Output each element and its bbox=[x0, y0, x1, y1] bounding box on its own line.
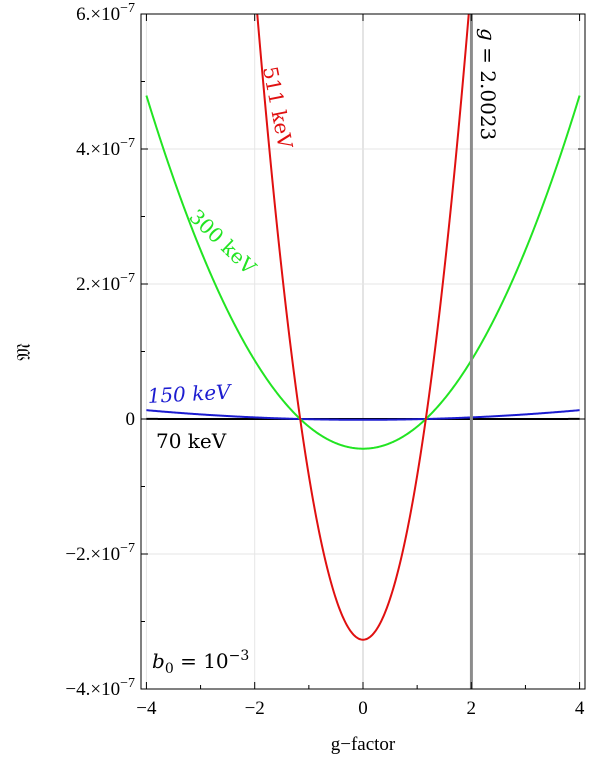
x-tick-label: −4 bbox=[136, 698, 157, 719]
y-tick-label: 4.×10−7 bbox=[76, 136, 135, 160]
y-tick-label: −4.×10−7 bbox=[65, 676, 135, 700]
y-tick-label: −2.×10−7 bbox=[65, 541, 135, 565]
series-label: 150 keV bbox=[147, 380, 234, 408]
series-layer bbox=[145, 14, 581, 641]
y-tick-label: 0 bbox=[126, 409, 136, 430]
labels: −4 −2 0 2 4 6.×10−7 4.×10−7 2.×10−7 0 −2.×10−7 −4.… bbox=[14, 1, 585, 755]
reference-line-label: g = 2.0023 bbox=[476, 28, 500, 140]
x-axis-title: g−factor bbox=[331, 734, 396, 755]
b0-annotation: b0 = 10−3 bbox=[152, 648, 249, 677]
x-tick-label: 2 bbox=[467, 698, 477, 719]
series-line bbox=[145, 95, 581, 450]
y-tick-label: 6.×10−7 bbox=[76, 1, 135, 25]
axis-ticks bbox=[141, 13, 585, 690]
series-label: 70 keV bbox=[156, 429, 227, 453]
x-tick-label: −2 bbox=[245, 698, 265, 719]
series-line bbox=[256, 14, 470, 641]
series-label: 300 keV bbox=[185, 204, 262, 279]
series-line bbox=[146, 409, 580, 421]
x-tick-label: 4 bbox=[575, 698, 585, 719]
y-tick-label: 2.×10−7 bbox=[76, 271, 135, 295]
grid bbox=[141, 13, 585, 690]
x-tick-label: 0 bbox=[358, 698, 368, 719]
y-axis-title: 𝔐 bbox=[14, 343, 35, 361]
series-label: 511 keV bbox=[258, 64, 297, 151]
